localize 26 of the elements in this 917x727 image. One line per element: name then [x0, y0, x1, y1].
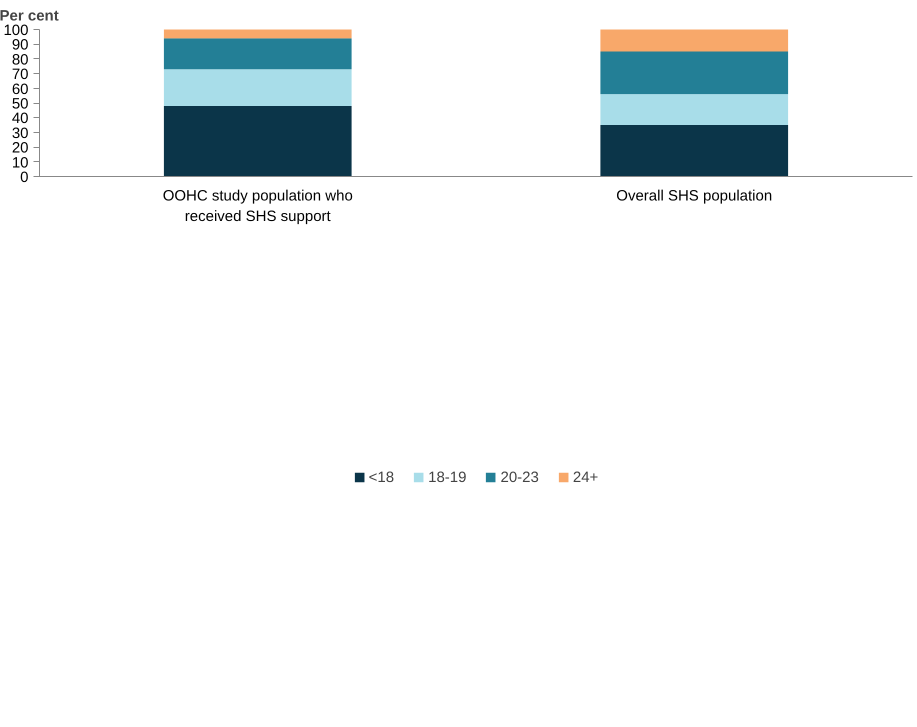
y-tick-label: 30	[12, 124, 29, 142]
bar	[600, 94, 788, 126]
bar	[164, 30, 352, 38]
bar	[164, 38, 352, 70]
y-tick-label: 100	[3, 22, 29, 39]
y-tick-label: 20	[12, 140, 29, 157]
y-tick-label: 50	[12, 96, 29, 112]
bar	[164, 69, 352, 106]
y-tick-label: 0	[20, 169, 28, 186]
y-tick-label: 40	[12, 110, 29, 128]
x-tick-label: OOHC study population who received SHS support	[162, 188, 353, 225]
y-axis-title: Per cent	[0, 8, 59, 24]
bar	[164, 106, 352, 176]
y-tick-label: 60	[12, 80, 29, 98]
y-tick-label: 90	[12, 36, 29, 54]
y-tick-label: 80	[12, 51, 29, 68]
legend-label: 20-23	[500, 468, 539, 486]
legend-label: 18-19	[428, 468, 466, 486]
bar	[600, 30, 788, 52]
y-tick-label: 70	[12, 66, 29, 84]
x-tick-label: Overall SHS population	[616, 188, 772, 204]
legend-label: <18	[368, 468, 394, 486]
y-tick-label: 10	[12, 154, 29, 172]
bar	[600, 52, 788, 94]
bar	[600, 125, 788, 176]
legend-label: 24+	[572, 468, 598, 486]
